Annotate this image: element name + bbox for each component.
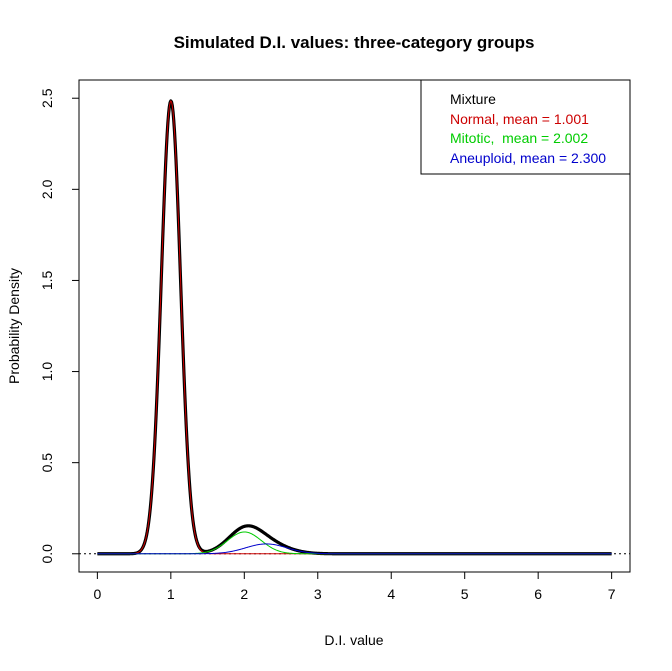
x-axis-label: D.I. value	[324, 632, 383, 648]
y-tick-label: 1.0	[39, 362, 55, 382]
x-tick-label: 5	[461, 586, 469, 602]
x-tick-label: 1	[167, 586, 175, 602]
legend: Mixture Normal, mean = 1.001 Mitotic, me…	[420, 79, 631, 175]
x-tick-label: 3	[314, 586, 322, 602]
y-axis: 0.0 0.5 1.0 1.5 2.0 2.5	[39, 88, 79, 564]
y-tick-label: 0.5	[39, 453, 55, 473]
plot-frame	[78, 79, 631, 573]
x-tick-label: 4	[387, 586, 395, 602]
y-tick-label: 1.5	[39, 271, 55, 291]
plot-area	[79, 99, 630, 556]
x-axis: 0 1 2 3 4 5 6 7	[93, 572, 616, 602]
legend-box	[420, 79, 631, 175]
series-line-mitotic	[97, 531, 612, 555]
legend-entry-aneuploid: Aneuploid, mean = 2.300	[450, 150, 606, 166]
y-tick-label: 2.5	[39, 88, 55, 108]
legend-entry-mixture: Mixture	[450, 91, 496, 107]
legend-entry-normal: Normal, mean = 1.001	[450, 111, 589, 127]
x-tick-label: 6	[534, 586, 542, 602]
legend-entry-mitotic: Mitotic, mean = 2.002	[450, 130, 588, 146]
y-tick-label: 0.0	[39, 544, 55, 564]
series-line-aneuploid	[97, 543, 612, 555]
x-tick-label: 2	[240, 586, 248, 602]
x-tick-label: 0	[93, 586, 101, 602]
x-tick-label: 7	[608, 586, 616, 602]
y-axis-label: Probability Density	[6, 268, 22, 384]
chart-title: Simulated D.I. values: three-category gr…	[174, 33, 535, 52]
y-tick-label: 2.0	[39, 179, 55, 199]
